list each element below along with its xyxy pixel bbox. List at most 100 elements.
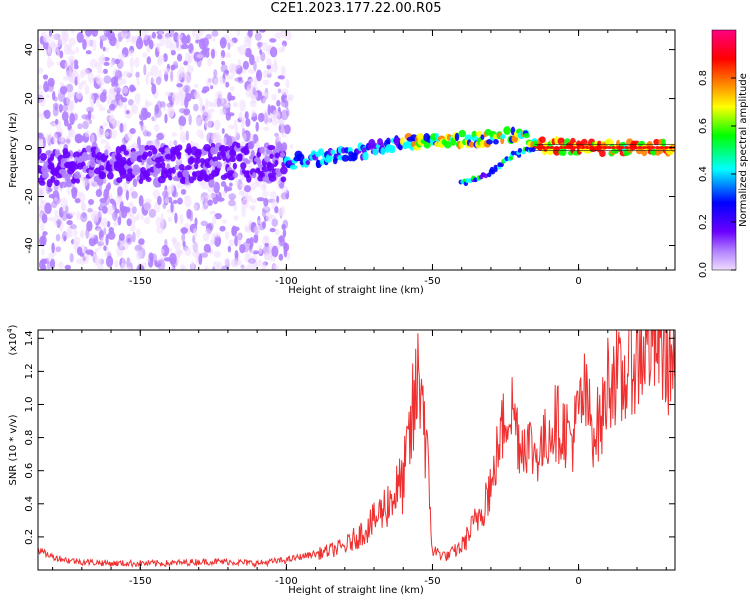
heatmap-blob bbox=[278, 146, 286, 152]
heatmap-blob bbox=[153, 167, 161, 175]
heatmap-blob bbox=[114, 69, 122, 79]
snr-axes: -150 -100 -50 0 0.2 0.4 0.6 0.8 1.0 1.2 1.4 bbox=[24, 330, 675, 587]
heatmap-blob bbox=[227, 42, 231, 51]
heatmap-blob bbox=[624, 146, 630, 150]
heatmap-blob bbox=[209, 239, 215, 246]
heatmap-blob bbox=[95, 77, 102, 84]
heatmap-blob bbox=[123, 181, 128, 193]
heatmap-blob bbox=[202, 86, 210, 93]
heatmap-blob bbox=[465, 178, 470, 184]
heatmap-blob bbox=[247, 30, 253, 38]
heatmap-blob bbox=[72, 228, 78, 237]
heatmap-blob bbox=[64, 264, 72, 270]
heatmap-blob bbox=[259, 146, 265, 154]
heatmap-blob bbox=[69, 100, 75, 110]
heatmap-blob bbox=[148, 208, 157, 218]
heatmap-blob bbox=[123, 150, 130, 156]
heatmap-blob bbox=[145, 73, 149, 86]
heatmap-blob bbox=[157, 195, 162, 206]
heatmap-blob bbox=[115, 93, 119, 102]
heatmap-blob bbox=[96, 227, 102, 232]
heatmap-blob bbox=[168, 108, 175, 118]
heatmap-blob bbox=[38, 153, 41, 161]
heatmap-ytick-label: 0 bbox=[24, 144, 35, 150]
heatmap-blob bbox=[70, 30, 76, 34]
heatmap-blob bbox=[76, 74, 80, 85]
heatmap-blob bbox=[176, 69, 183, 81]
heatmap-blob bbox=[280, 88, 289, 96]
heatmap-blob bbox=[76, 32, 84, 43]
snr-panel: -150 -100 -50 0 0.2 0.4 0.6 0.8 1.0 1.2 1.4 Height… bbox=[6, 324, 676, 596]
heatmap-blob bbox=[191, 242, 199, 251]
heatmap-blob bbox=[233, 119, 238, 127]
heatmap-blob bbox=[225, 52, 232, 59]
heatmap-blob bbox=[129, 224, 136, 232]
heatmap-blob bbox=[486, 139, 493, 145]
heatmap-blob bbox=[44, 109, 51, 120]
heatmap-blob bbox=[71, 186, 78, 196]
heatmap-blob bbox=[105, 47, 109, 53]
heatmap-blob bbox=[120, 97, 128, 103]
heatmap-blob bbox=[247, 43, 252, 49]
heatmap-blob bbox=[213, 235, 222, 247]
heatmap-blob bbox=[274, 152, 280, 159]
heatmap-blob bbox=[178, 115, 187, 127]
heatmap-blob bbox=[536, 146, 542, 150]
heatmap-blob bbox=[58, 103, 63, 113]
heatmap-blob bbox=[160, 161, 166, 169]
heatmap-blob bbox=[102, 155, 108, 163]
heatmap-blob bbox=[41, 172, 49, 179]
heatmap-blob bbox=[202, 108, 209, 116]
heatmap-blob bbox=[125, 233, 133, 245]
heatmap-blob bbox=[85, 154, 92, 161]
heatmap-blob bbox=[65, 178, 72, 188]
heatmap-blob bbox=[184, 176, 190, 185]
heatmap-blob bbox=[206, 101, 214, 107]
heatmap-blob bbox=[54, 103, 58, 112]
heatmap-blob bbox=[250, 206, 256, 212]
heatmap-blob bbox=[191, 30, 197, 38]
heatmap-blob bbox=[183, 108, 191, 116]
heatmap-blob bbox=[228, 182, 233, 187]
heatmap-blob bbox=[319, 158, 325, 166]
heatmap-blob bbox=[254, 32, 262, 41]
heatmap-xtick-label: -100 bbox=[275, 276, 298, 287]
heatmap-blob bbox=[168, 196, 173, 204]
heatmap-blob bbox=[123, 121, 127, 133]
heatmap-blob bbox=[179, 214, 184, 225]
heatmap-blob bbox=[236, 142, 241, 149]
heatmap-blob bbox=[103, 75, 112, 84]
heatmap-blob bbox=[256, 197, 265, 202]
heatmap-blob bbox=[155, 162, 163, 169]
heatmap-blob bbox=[271, 218, 279, 227]
heatmap-blob bbox=[196, 56, 202, 68]
snr-ytick-label: 1.0 bbox=[24, 397, 35, 413]
heatmap-blob bbox=[195, 256, 199, 264]
heatmap-blob bbox=[204, 117, 213, 129]
heatmap-blob bbox=[633, 146, 639, 150]
heatmap-blob bbox=[91, 114, 96, 120]
heatmap-blob bbox=[205, 78, 212, 87]
heatmap-blob bbox=[549, 146, 555, 150]
heatmap-blob bbox=[99, 197, 107, 204]
colorbar-ticks: 0.0 0.2 0.4 0.6 0.8 bbox=[698, 70, 736, 278]
heatmap-blob bbox=[296, 153, 305, 162]
heatmap-blob bbox=[258, 244, 263, 255]
snr-multiplier: (x104) bbox=[6, 324, 19, 355]
heatmap-blob bbox=[174, 164, 180, 171]
heatmap-blob bbox=[50, 43, 58, 48]
heatmap-blob bbox=[184, 195, 189, 200]
heatmap-blob bbox=[186, 143, 192, 152]
heatmap-blob bbox=[214, 167, 220, 177]
heatmap-blob bbox=[182, 169, 190, 178]
heatmap-blob bbox=[199, 115, 204, 120]
heatmap-blob bbox=[238, 153, 243, 159]
heatmap-blob bbox=[589, 146, 595, 150]
heatmap-blob bbox=[199, 133, 205, 140]
heatmap-blob bbox=[139, 120, 144, 125]
heatmap-blob bbox=[140, 213, 144, 221]
heatmap-blob bbox=[170, 201, 174, 213]
heatmap-blob bbox=[234, 63, 239, 70]
heatmap-blob bbox=[162, 202, 167, 210]
heatmap-blob bbox=[148, 39, 154, 50]
